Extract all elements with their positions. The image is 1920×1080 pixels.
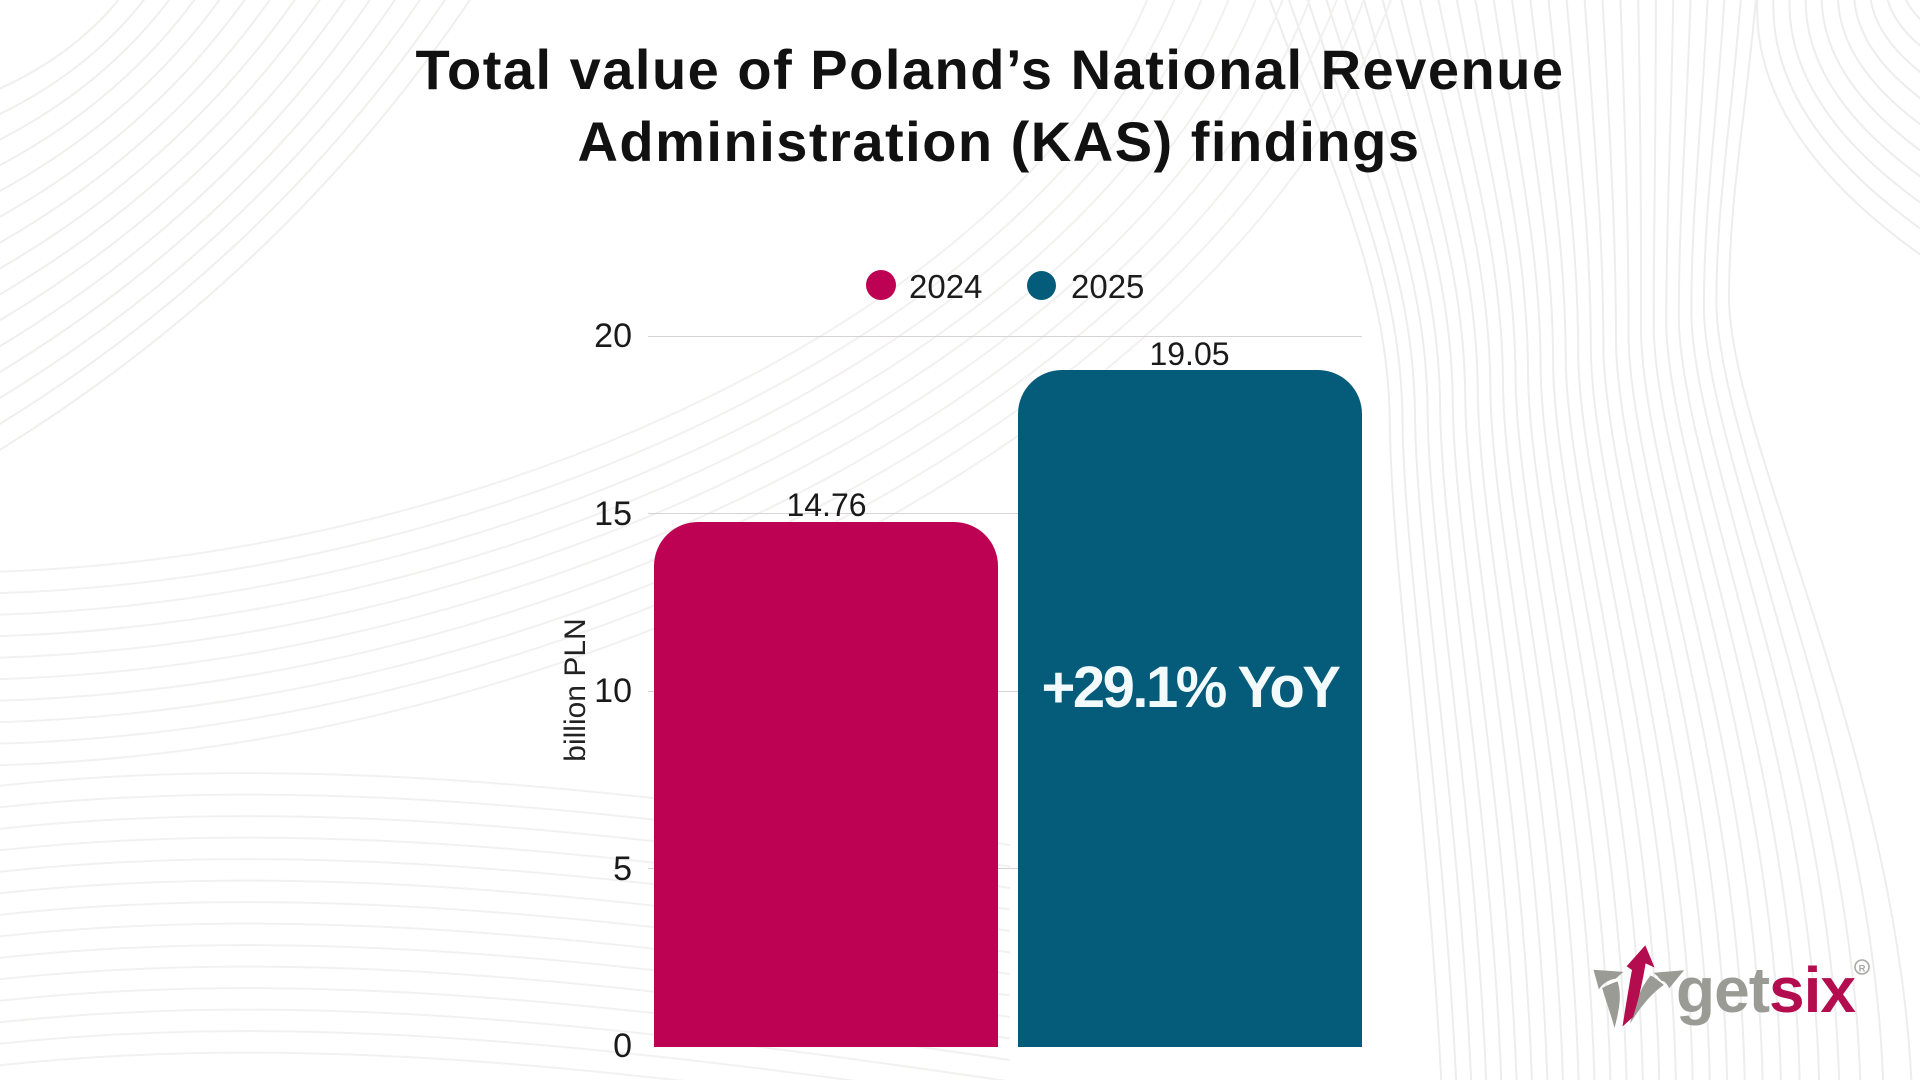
svg-text:getsix: getsix	[1676, 954, 1856, 1026]
svg-text:R: R	[1859, 964, 1866, 975]
